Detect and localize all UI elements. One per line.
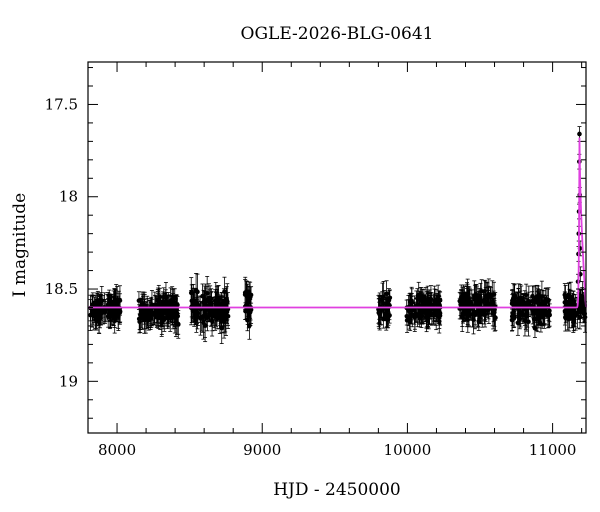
data-point	[566, 283, 571, 307]
data-point	[175, 313, 181, 335]
data-point	[525, 298, 530, 328]
data-point	[387, 289, 393, 307]
data-point	[509, 308, 515, 332]
data-point	[247, 311, 252, 340]
data-point	[225, 283, 230, 321]
ticks-layer: 8000 9000 10000 11000 17.5 18 18.5 19	[45, 62, 586, 459]
data-point	[222, 276, 227, 307]
x-tick-label: 9000	[243, 441, 281, 459]
x-axis-label: HJD - 2450000	[273, 480, 401, 500]
data-point	[100, 299, 106, 323]
data-point	[513, 291, 519, 317]
data-layer	[88, 126, 588, 344]
data-point	[221, 299, 227, 328]
data-point	[435, 284, 441, 315]
data-point	[489, 294, 495, 316]
data-point	[378, 295, 384, 325]
data-point	[202, 285, 208, 316]
data-point	[409, 296, 414, 325]
x-tick-label: 8000	[98, 441, 136, 459]
data-point	[476, 288, 482, 320]
plot-frame	[87, 61, 587, 434]
data-point	[97, 305, 102, 325]
data-point	[538, 289, 543, 320]
y-axis-label: I magnitude	[10, 193, 30, 297]
data-point	[219, 296, 224, 327]
data-point	[142, 299, 147, 330]
x-tick-label: 10000	[384, 441, 432, 459]
data-point	[195, 290, 200, 318]
data-point	[208, 288, 214, 309]
y-tick-label: 18	[59, 188, 78, 206]
model-curve	[88, 137, 587, 309]
data-point	[244, 289, 250, 321]
model-layer	[88, 137, 587, 309]
data-point	[458, 284, 464, 310]
data-point	[541, 299, 546, 327]
data-point	[484, 287, 490, 318]
data-point	[175, 296, 180, 314]
y-tick-label: 17.5	[45, 95, 78, 113]
y-tick-label: 18.5	[45, 280, 78, 298]
data-point	[482, 300, 488, 328]
data-point	[384, 297, 389, 328]
data-point	[545, 303, 551, 329]
chart-title: OGLE-2026-BLG-0641	[241, 24, 434, 44]
y-tick-label: 19	[59, 372, 78, 390]
data-point	[563, 305, 569, 324]
x-tick-label: 11000	[529, 441, 577, 459]
data-point	[536, 302, 541, 323]
data-point	[161, 297, 166, 325]
